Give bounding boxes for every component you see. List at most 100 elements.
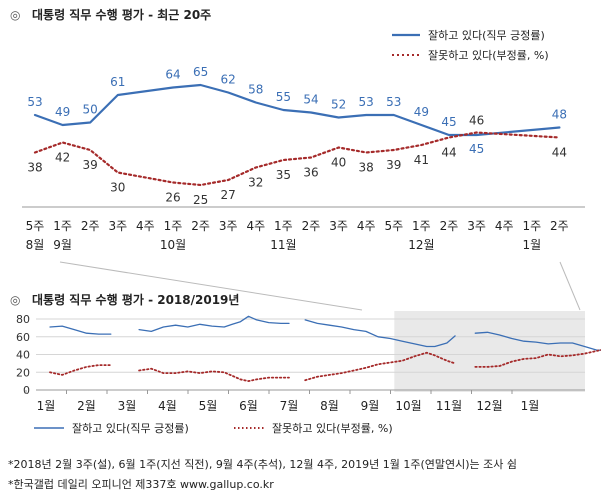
chart-1-series-1-label-4: 26 (165, 191, 180, 205)
chart-2-series-1-segment-1 (138, 367, 290, 382)
chart-1-x-week-label-11: 3주 (329, 219, 348, 233)
chart-1-x-month-label-14: 12월 (408, 238, 434, 252)
chart-2-x-tick-label-2: 3월 (118, 399, 137, 413)
chart-2-highlight-band (394, 311, 585, 392)
chart-1-series-0-label-12: 53 (386, 95, 401, 109)
chart-1-series-1-label-13: 41 (414, 153, 429, 167)
chart-2-title: 대통령 직무 수행 평가 - 2018/2019년 (32, 292, 239, 307)
chart-1-zoom-connector-left (59, 261, 363, 311)
chart-1-series-1-label-12: 39 (386, 158, 401, 172)
chart-2-series-1-segment-0 (49, 364, 112, 376)
footnote-source: *한국갤럽 데일리 오피니언 제337호 www.gallup.co.kr (8, 478, 274, 491)
chart-1-series-1-label-3: 30 (110, 181, 125, 195)
chart-1-legend-label-1: 잘못하고 있다(부정률, %) (428, 48, 549, 62)
chart-2-series-0-segment-3 (474, 331, 601, 351)
chart-2-x-tick-label-5: 6월 (239, 399, 258, 413)
chart-1-series-0-label-13: 49 (414, 105, 429, 119)
chart-1-x-week-label-6: 2주 (191, 219, 210, 233)
chart-2-x-tick-label-9: 10월 (395, 399, 421, 413)
chart-2-x-tick-label-12: 1월 (521, 399, 540, 413)
chart-1-series-0-label-14: 45 (441, 115, 456, 129)
chart-2-legend-label-1: 잘못하고 있다(부정률, %) (272, 421, 393, 435)
chart-1-series-1-label-1: 42 (55, 151, 70, 165)
chart-1-legend-label-0: 잘하고 있다(직무 긍정률) (428, 28, 545, 42)
chart-1-series-0-label-7: 58 (248, 83, 263, 97)
chart-1-series-line-0 (33, 83, 561, 137)
chart-1-x-week-label-3: 3주 (108, 219, 127, 233)
chart-1-x-week-label-0: 5주 (26, 219, 45, 233)
chart-2-y-tick-label-3: 60 (16, 331, 30, 344)
chart-1-zoom-connector-right (559, 261, 581, 311)
chart-2-series-1-segment-2 (304, 351, 456, 382)
chart-1-x-month-label-5: 10월 (160, 238, 186, 252)
chart-1-series-0-label-3: 61 (110, 75, 125, 89)
chart-1-x-week-label-13: 5주 (384, 219, 403, 233)
chart-2-series-0-segment-2 (304, 319, 456, 348)
chart-1-x-week-label-2: 2주 (81, 219, 100, 233)
chart-1-series-1-label-6: 27 (221, 188, 236, 202)
chart-1-series-1-label-15: 46 (469, 114, 484, 128)
chart-2-legend-label-0: 잘하고 있다(직무 긍정률) (72, 421, 189, 435)
chart-1-series-0-label-10: 52 (331, 98, 346, 112)
chart-1-series-0-label-16: 48 (552, 108, 567, 122)
chart-1-series-0-label-11: 53 (359, 95, 374, 109)
chart-1-x-week-label-17: 4주 (495, 219, 514, 233)
chart-1-x-month-label-0: 8월 (26, 238, 45, 252)
chart-2-x-tick-label-1: 2월 (77, 399, 96, 413)
chart-1-x-month-label-9: 11월 (270, 238, 296, 252)
chart-1-x-week-label-12: 4주 (357, 219, 376, 233)
chart-2-y-tick-label-1: 20 (16, 366, 30, 379)
chart-2-x-tick-label-10: 11월 (436, 399, 462, 413)
chart-1-title: 대통령 직무 수행 평가 - 최근 20주 (32, 7, 211, 22)
chart-1-x-week-label-16: 3주 (467, 219, 486, 233)
chart-2-x-tick-label-6: 7월 (280, 399, 299, 413)
chart-1-x-week-label-1: 1주 (53, 219, 72, 233)
chart-1-x-week-label-18: 1주 (522, 219, 541, 233)
chart-1-series-0-label-0: 53 (27, 95, 42, 109)
chart-1-series-1-label-9: 36 (303, 166, 318, 180)
footnote-survey-breaks: *2018년 2월 3주(설), 6월 1주(지선 직전), 9월 4주(추석)… (8, 458, 517, 471)
chart-2-title-marker: ◎ (10, 293, 20, 307)
chart-1-title-marker: ◎ (10, 8, 20, 22)
chart-1-series-0-label-5: 65 (193, 65, 208, 79)
chart-2-y-tick-label-4: 80 (16, 313, 30, 326)
chart-1-x-month-label-1: 9월 (53, 238, 72, 252)
chart-1-series-0-label-8: 55 (276, 90, 291, 104)
chart-1-x-week-label-15: 2주 (440, 219, 459, 233)
chart-1-series-1-label-14: 44 (441, 146, 456, 160)
chart-1-x-week-label-9: 1주 (274, 219, 293, 233)
chart-1-series-1-label-10: 40 (331, 156, 346, 170)
chart-1-series-line-1 (33, 131, 561, 187)
chart-2-series-1-segment-3 (474, 349, 601, 368)
chart-1-series-0-label-1: 49 (55, 105, 70, 119)
chart-1-series-1-label-11: 38 (359, 161, 374, 175)
chart-1-x-week-label-8: 4주 (246, 219, 265, 233)
chart-1-x-week-label-14: 1주 (412, 219, 431, 233)
chart-2-x-tick-label-7: 8월 (320, 399, 339, 413)
chart-1-series-1-label-7: 32 (248, 176, 263, 190)
chart-1-series-0-label-9: 54 (303, 93, 318, 107)
chart-2-series-0-segment-1 (138, 315, 290, 333)
chart-2-x-tick-label-8: 9월 (361, 399, 380, 413)
chart-1-x-month-label-18: 1월 (522, 238, 541, 252)
chart-1-series-0-label-15: 45 (469, 142, 484, 156)
chart-2-y-tick-label-2: 40 (16, 349, 30, 362)
chart-2-x-tick-label-11: 12월 (476, 399, 502, 413)
chart-1-series-1-label-5: 25 (193, 193, 208, 207)
chart-1-series-1-label-8: 35 (276, 168, 291, 182)
chart-1-series-1-label-0: 38 (27, 161, 42, 175)
chart-2-x-tick-label-3: 4월 (158, 399, 177, 413)
chart-1-series-1-label-16: 44 (552, 146, 567, 160)
chart-1-x-week-label-5: 1주 (164, 219, 183, 233)
chart-2-x-tick-label-0: 1월 (37, 399, 56, 413)
chart-2-x-tick-label-4: 5월 (199, 399, 218, 413)
chart-1-series-0-label-2: 50 (83, 103, 98, 117)
chart-1-series-0-label-4: 64 (165, 68, 180, 82)
chart-1-series-1-label-2: 39 (83, 158, 98, 172)
chart-1-series-0-label-6: 62 (221, 73, 236, 87)
chart-1-x-week-label-7: 3주 (219, 219, 238, 233)
chart-1-x-week-label-4: 4주 (136, 219, 155, 233)
chart-2-series-0-segment-0 (49, 325, 112, 335)
